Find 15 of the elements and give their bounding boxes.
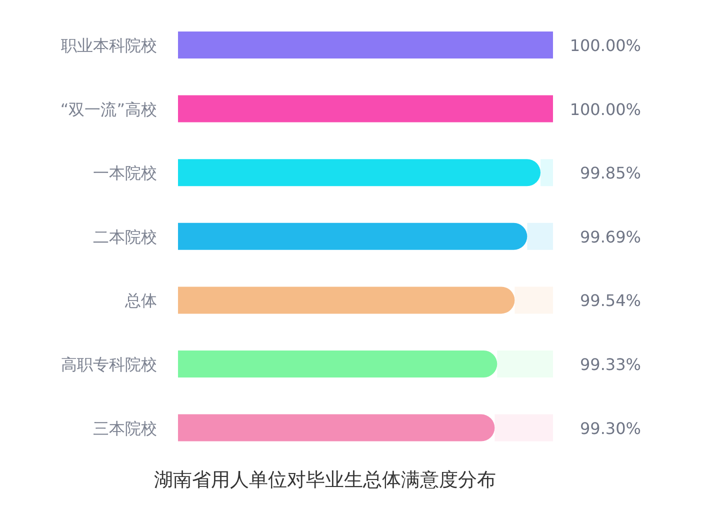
y-tick-label: 高职专科院校	[61, 355, 157, 374]
y-tick-label: 总体	[124, 291, 157, 310]
y-tick-label: 一本院校	[93, 164, 157, 183]
text: 湖南省用人单位对毕业生总体满意度分布	[154, 469, 496, 491]
y-tick-label: 二本院校	[93, 227, 157, 246]
y-tick-label: 职业本科院校	[61, 36, 157, 55]
data-label: 99.69%	[580, 227, 641, 246]
data-label: 99.85%	[580, 164, 641, 183]
data-label: 99.33%	[580, 355, 641, 374]
data-label: 99.30%	[580, 418, 641, 438]
data-label: 100.00%	[570, 100, 641, 119]
y-tick-label: 三本院校	[93, 418, 157, 438]
data-label: 100.00%	[570, 36, 641, 55]
y-tick-label: “双一流”高校	[60, 100, 157, 119]
data-label: 99.54%	[580, 291, 641, 310]
